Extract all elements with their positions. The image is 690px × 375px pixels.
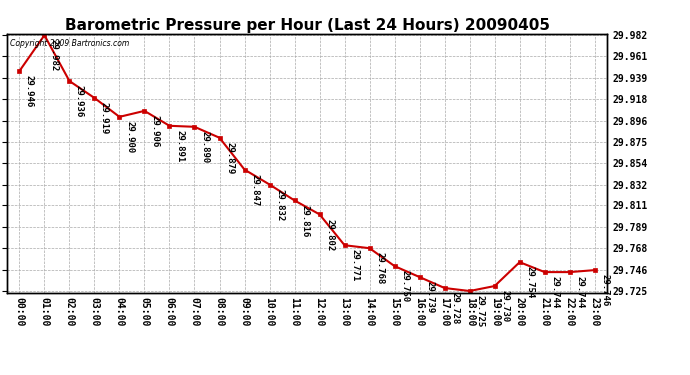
- Text: 29.946: 29.946: [25, 75, 34, 108]
- Text: 29.816: 29.816: [300, 205, 309, 237]
- Text: Copyright 2009 Bartronics.com: Copyright 2009 Bartronics.com: [10, 39, 129, 48]
- Text: 29.802: 29.802: [325, 219, 334, 251]
- Text: 29.936: 29.936: [75, 85, 84, 117]
- Text: 29.750: 29.750: [400, 270, 409, 303]
- Text: 29.768: 29.768: [375, 252, 384, 285]
- Text: 29.890: 29.890: [200, 131, 209, 163]
- Text: 29.728: 29.728: [450, 292, 459, 324]
- Text: 29.725: 29.725: [475, 295, 484, 327]
- Text: 29.982: 29.982: [50, 39, 59, 72]
- Text: 29.739: 29.739: [425, 281, 434, 314]
- Text: 29.746: 29.746: [600, 274, 609, 306]
- Title: Barometric Pressure per Hour (Last 24 Hours) 20090405: Barometric Pressure per Hour (Last 24 Ho…: [65, 18, 549, 33]
- Text: 29.744: 29.744: [550, 276, 559, 309]
- Text: 29.744: 29.744: [575, 276, 584, 309]
- Text: 29.891: 29.891: [175, 130, 184, 162]
- Text: 29.847: 29.847: [250, 174, 259, 206]
- Text: 29.919: 29.919: [100, 102, 109, 134]
- Text: 29.879: 29.879: [225, 142, 234, 174]
- Text: 29.900: 29.900: [125, 121, 134, 153]
- Text: 29.730: 29.730: [500, 290, 509, 322]
- Text: 29.771: 29.771: [350, 249, 359, 282]
- Text: 29.832: 29.832: [275, 189, 284, 221]
- Text: 29.754: 29.754: [525, 266, 534, 298]
- Text: 29.906: 29.906: [150, 115, 159, 147]
